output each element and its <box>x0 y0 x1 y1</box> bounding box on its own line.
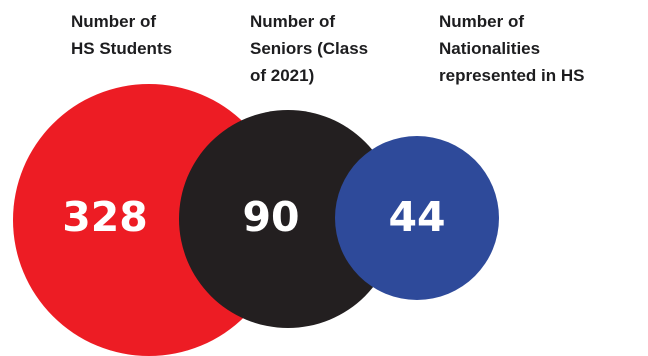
seniors-circle <box>179 110 397 328</box>
hs-students-value: 328 <box>62 193 148 241</box>
nationalities-value: 44 <box>388 193 445 241</box>
seniors-value: 90 <box>242 193 299 241</box>
hs-students-label: Number of HS Students <box>71 12 173 58</box>
nationalities-label: Number of Nationalities represented in H… <box>439 12 585 85</box>
seniors-label: Number of Seniors (Class of 2021) <box>250 12 369 85</box>
nationalities-circle <box>335 136 499 300</box>
